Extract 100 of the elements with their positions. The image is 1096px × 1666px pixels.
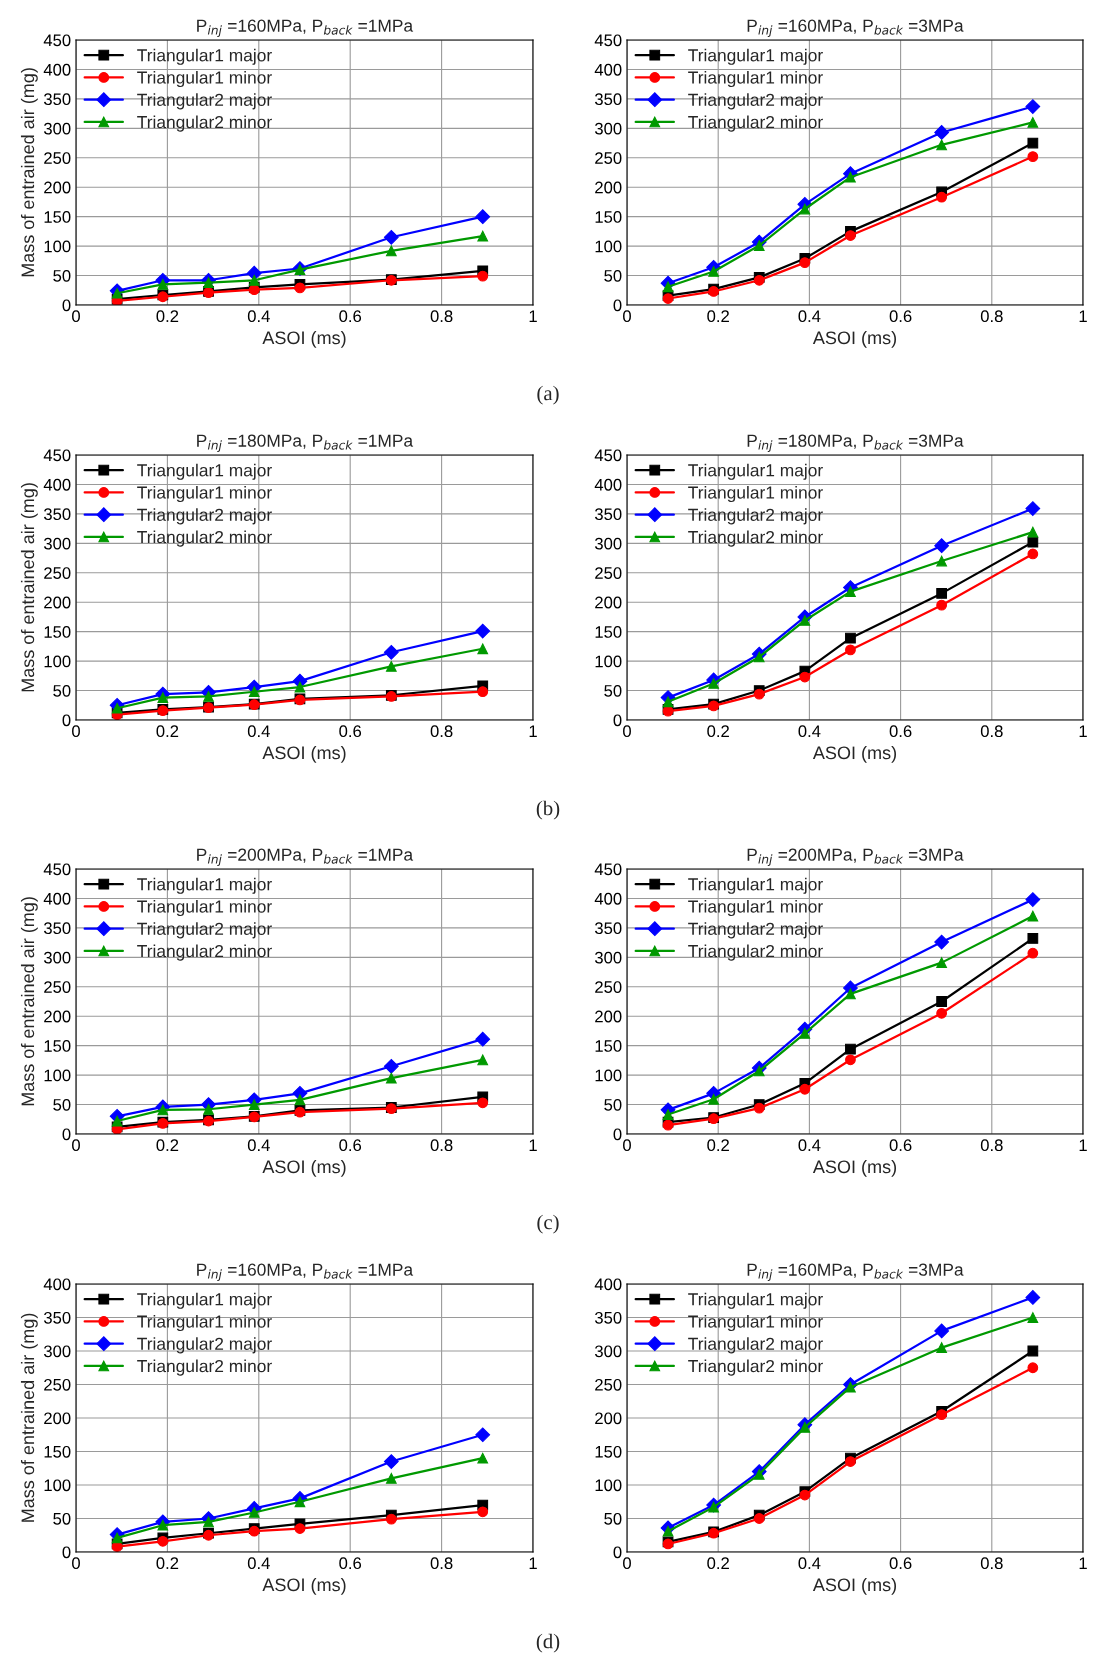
x-tick-label: 1 [1079, 725, 1087, 737]
y-tick-label: 300 [43, 1345, 71, 1358]
x-tick-label: 0.8 [430, 1557, 453, 1570]
y-tick-label: 200 [595, 181, 622, 194]
y-tick-label: 350 [43, 922, 71, 935]
y-tick-label: 300 [594, 951, 622, 964]
x-tick-label: 0 [72, 1139, 80, 1152]
y-tick-label: 450 [43, 449, 71, 462]
x-tick-label: 0.2 [707, 1139, 729, 1152]
legend-label: Triangular2 major [688, 508, 823, 525]
chart-title: P$_{inj}$ =180MPa, P$_{back}$ =3MPa [747, 434, 964, 453]
y-tick-label: 0 [62, 299, 71, 312]
x-tick-label: 0.8 [980, 725, 1003, 738]
x-tick-label: 1 [1079, 310, 1087, 322]
y-tick-label: 300 [43, 122, 71, 135]
y-tick-label: 100 [44, 240, 71, 253]
legend-label: Triangular2 major [688, 922, 823, 939]
x-tick-label: 0.4 [798, 1139, 821, 1152]
y-tick-label: 350 [594, 93, 622, 106]
x-tick-label: 0.4 [247, 1139, 270, 1152]
x-tick-label: 0.6 [339, 725, 362, 738]
legend-label: Triangular1 major [137, 463, 272, 480]
legend-label: Triangular1 minor [688, 70, 823, 88]
y-tick-label: 200 [44, 1412, 71, 1425]
text: (c) [537, 1214, 559, 1234]
y-tick-label: 150 [44, 626, 71, 638]
x-tick-label: 0.6 [339, 310, 362, 323]
y-tick-label: 100 [595, 655, 622, 668]
x-tick-label: 0.4 [247, 725, 270, 738]
x-tick-label: 0 [623, 725, 631, 738]
legend-label: Triangular2 minor [688, 530, 823, 547]
x-tick-label: 0.8 [430, 725, 453, 738]
x-axis-title: ASOI (ms) [262, 1159, 346, 1177]
y-tick-label: 200 [595, 1010, 622, 1023]
y-tick-label: 50 [53, 269, 71, 282]
x-tick-label: 0.4 [798, 310, 821, 323]
x-tick-label: 0.2 [156, 310, 179, 323]
legend-label: Triangular2 major [688, 1337, 823, 1354]
y-tick-label: 0 [613, 1546, 622, 1559]
x-tick-label: 0.6 [339, 1557, 362, 1570]
legend-label: Triangular1 major [137, 1292, 272, 1309]
x-tick-label: 0.6 [889, 1139, 912, 1152]
y-axis-title: Mass of entrained air (mg) [20, 68, 38, 277]
y-tick-label: 400 [43, 1278, 71, 1291]
y-tick-label: 250 [44, 1378, 71, 1391]
x-tick-label: 0.4 [798, 1557, 821, 1570]
x-tick-label: 0.4 [798, 725, 821, 738]
y-tick-label: 200 [595, 596, 622, 609]
y-tick-label: 300 [594, 1345, 622, 1358]
x-tick-label: 1 [1079, 1557, 1087, 1569]
y-tick-label: 0 [613, 1128, 622, 1141]
y-tick-label: 250 [595, 152, 622, 164]
y-tick-label: 150 [44, 1445, 71, 1458]
x-tick-label: 0.2 [156, 1139, 179, 1152]
x-tick-label: 0.6 [339, 1139, 362, 1152]
y-tick-label: 50 [604, 684, 622, 697]
y-tick-label: 400 [43, 478, 71, 491]
text: (a) [537, 385, 559, 405]
x-tick-label: 0.8 [980, 310, 1003, 323]
x-tick-label: 0 [72, 1557, 80, 1570]
legend-label: Triangular1 major [688, 877, 823, 894]
y-tick-label: 350 [594, 508, 622, 521]
x-tick-label: 0.8 [980, 1557, 1003, 1570]
x-tick-label: 0.2 [156, 1557, 179, 1570]
y-tick-label: 250 [44, 567, 71, 579]
y-tick-label: 450 [43, 34, 71, 47]
y-axis-title: Mass of entrained air (mg) [20, 1313, 38, 1522]
legend-label: Triangular2 major [688, 93, 823, 110]
y-tick-label: 350 [594, 922, 622, 935]
legend-label: Triangular1 major [688, 48, 823, 65]
x-tick-label: 0.4 [247, 1557, 270, 1570]
y-tick-label: 200 [595, 1412, 622, 1425]
x-tick-label: 0.6 [889, 310, 912, 323]
x-tick-label: 0.6 [889, 725, 912, 738]
y-tick-label: 150 [595, 1445, 622, 1458]
y-tick-label: 200 [44, 181, 71, 194]
y-tick-label: 450 [43, 863, 71, 876]
legend-label: Triangular1 minor [688, 899, 823, 917]
y-tick-label: 0 [613, 714, 622, 727]
x-tick-label: 0 [72, 310, 80, 323]
text: (d) [536, 1633, 560, 1653]
x-tick-label: 0.2 [707, 310, 729, 323]
y-tick-label: 100 [44, 1069, 71, 1082]
x-tick-label: 1 [529, 1557, 537, 1569]
legend-label: Triangular2 major [137, 922, 272, 939]
x-tick-label: 0 [623, 1557, 631, 1570]
y-tick-label: 150 [44, 211, 71, 223]
y-tick-label: 350 [43, 93, 71, 106]
y-tick-label: 50 [604, 269, 622, 282]
y-tick-label: 300 [594, 537, 622, 550]
y-tick-label: 400 [594, 63, 622, 76]
legend-label: Triangular1 minor [137, 899, 272, 917]
x-tick-label: 1 [529, 1139, 537, 1151]
x-tick-label: 0.4 [247, 310, 270, 323]
x-tick-label: 1 [529, 310, 537, 322]
y-tick-label: 0 [62, 1128, 71, 1141]
y-tick-label: 200 [44, 596, 71, 609]
y-tick-label: 450 [594, 863, 622, 876]
y-tick-label: 50 [604, 1098, 622, 1111]
y-tick-label: 100 [595, 240, 622, 253]
